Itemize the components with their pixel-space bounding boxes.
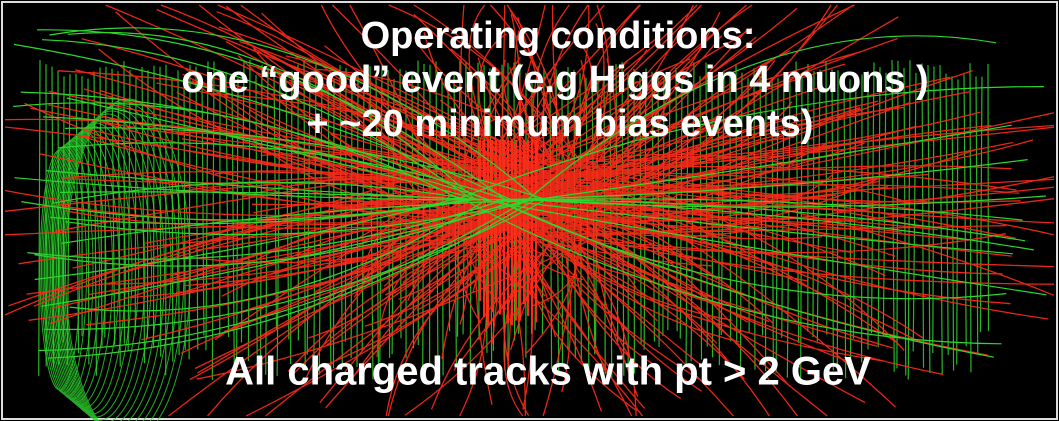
caption-line: Operating conditions:	[361, 15, 756, 57]
central-hits	[480, 140, 536, 328]
event-display: Operating conditions: one “good” event (…	[0, 0, 1059, 421]
footer-caption: All charged tracks with pt > 2 GeV	[225, 350, 871, 394]
caption-line: + ~20 minimum bias events)	[307, 103, 814, 145]
page: Operating conditions: one “good” event (…	[0, 0, 1059, 421]
caption-line: one “good” event (e.g Higgs in 4 muons )	[181, 59, 928, 101]
